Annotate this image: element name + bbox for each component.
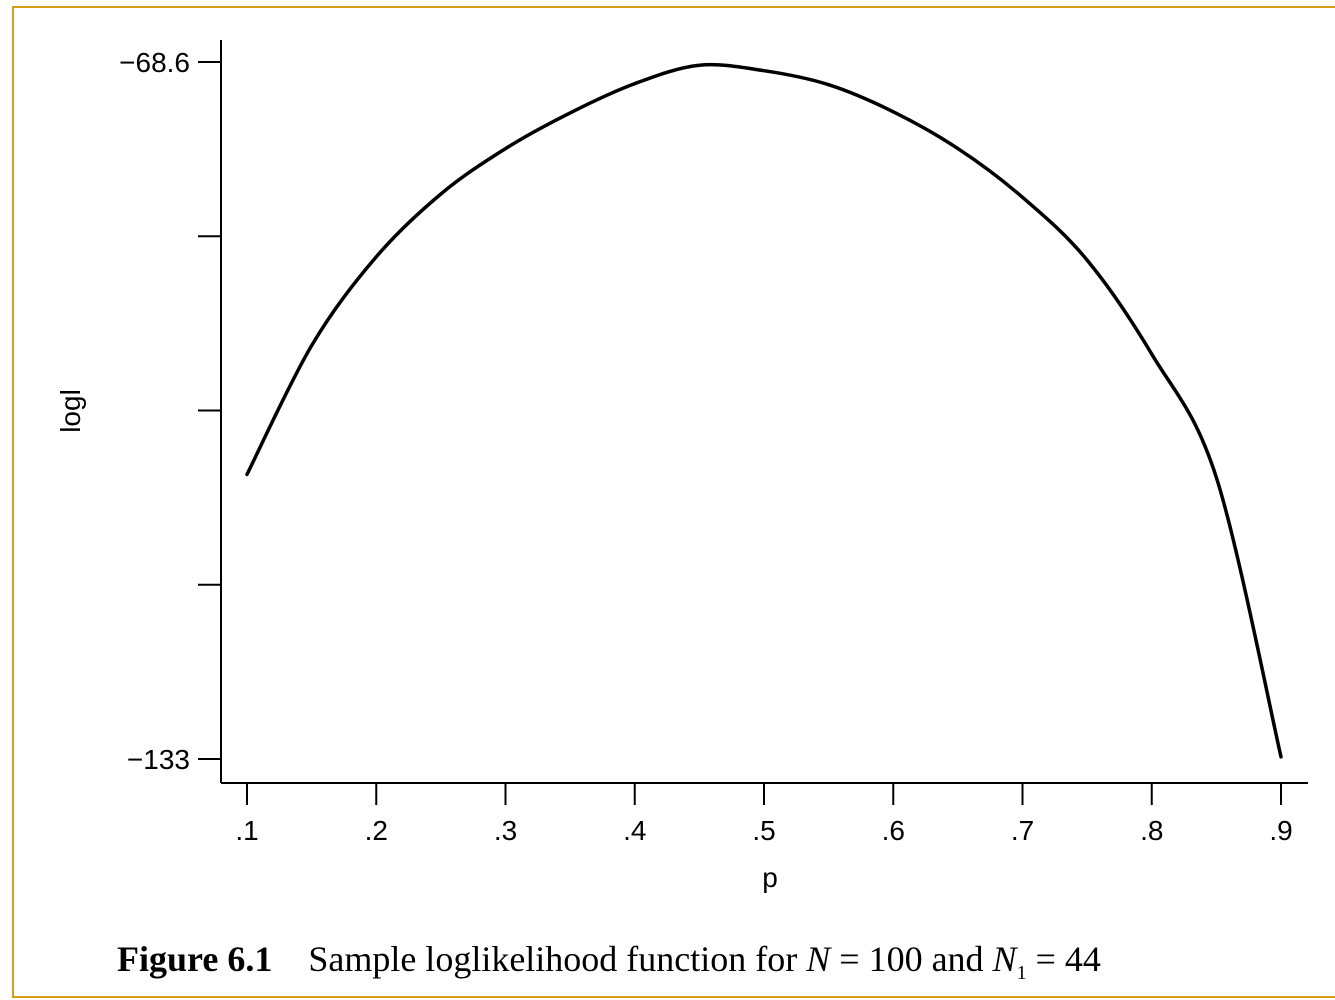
figure-caption: Figure 6.1 Sample loglikelihood function … [117,938,1101,985]
x-tick-label: .9 [1269,815,1292,846]
x-axis-label: p [762,862,778,893]
series-line-logl [245,62,1283,759]
figure-frame [12,6,1335,998]
caption-eq2: = 44 [1026,939,1101,979]
y-axis-label: logl [55,389,86,433]
y-tick-label: −133 [127,744,190,775]
loglikelihood-chart: −68.6 −133 .1 .2 .3 .4 .5 .6 .7 .8 .9 logl p [55,40,1308,893]
caption-var-n1: N [992,939,1017,979]
y-tick-label: −68.6 [119,47,190,78]
x-tick-label: .2 [365,815,388,846]
x-axis-ticks: .1 .2 .3 .4 .5 .6 .7 .8 .9 [235,783,1293,846]
caption-subscript: 1 [1016,962,1027,985]
axes [220,40,1308,784]
x-tick-label: .1 [235,815,258,846]
x-tick-label: .5 [752,815,775,846]
x-tick-label: .3 [494,815,517,846]
x-tick-label: .4 [623,815,646,846]
y-axis-ticks: −68.6 −133 [119,47,221,775]
x-tick-label: .8 [1140,815,1163,846]
x-tick-label: .7 [1011,815,1034,846]
caption-var-n: N [806,939,831,979]
caption-text: Sample loglikelihood function for [308,939,807,979]
figure-label: Figure 6.1 [117,939,273,979]
x-tick-label: .6 [882,815,905,846]
caption-eq1: = 100 and [830,939,993,979]
